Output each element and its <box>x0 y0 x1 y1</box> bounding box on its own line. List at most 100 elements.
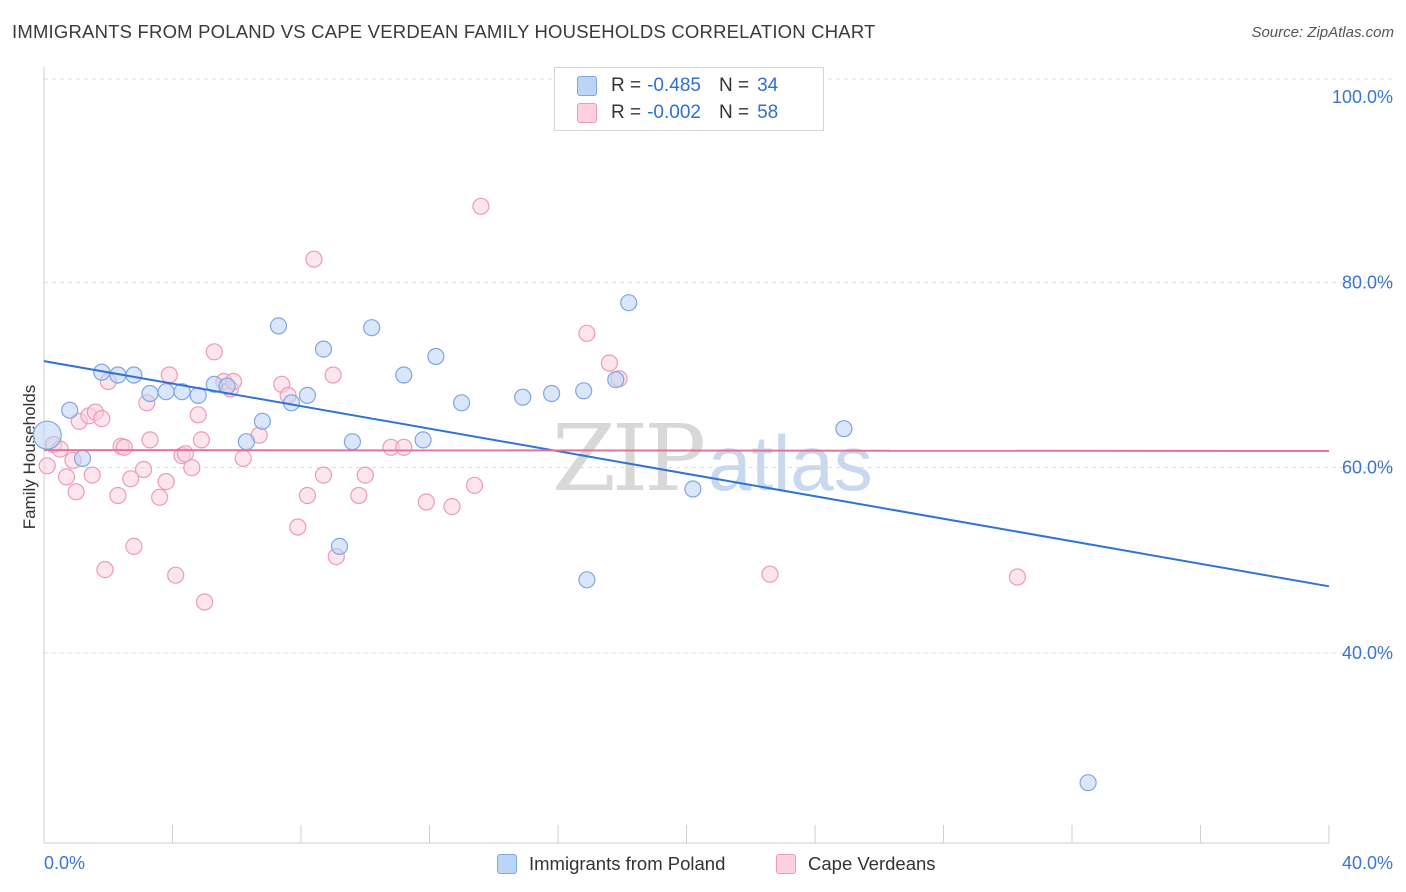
cape-verdean-point <box>761 565 779 583</box>
stat-r-label: R = <box>611 102 642 123</box>
cape-verdean-point <box>234 449 252 467</box>
cape-verdean-point <box>93 410 111 428</box>
poland-point <box>61 401 79 419</box>
poland-point <box>141 384 159 403</box>
axes <box>43 67 1330 844</box>
cape-verdean-point <box>192 431 210 449</box>
cape-verdean-point <box>314 466 333 484</box>
cape-verdean-point <box>83 466 101 484</box>
poland-point <box>363 319 381 337</box>
stat-n-value: 34 <box>757 75 779 96</box>
cape-verdean-point <box>167 566 185 584</box>
cape-verdean-point <box>350 486 368 505</box>
grid-lines <box>44 78 1393 654</box>
stat-row-blue: R = -0.485 N = 34 <box>577 74 778 98</box>
stat-r-value: -0.485 <box>647 75 701 96</box>
cape-verdean-point <box>135 460 153 479</box>
legend-item-poland[interactable]: Immigrants from Poland <box>497 852 725 876</box>
x-tick-label: 0.0% <box>44 853 85 873</box>
stats-box: R = -0.485 N = 34 R = -0.002 N = 58 <box>554 67 824 131</box>
cape-verdean-point <box>443 498 461 516</box>
poland-point <box>395 366 413 384</box>
cape-verdean-point <box>324 366 342 384</box>
stat-n-value: 58 <box>757 102 779 123</box>
cape-verdean-point <box>305 250 323 268</box>
cape-verdean-point <box>395 438 413 456</box>
poland-trend-line <box>43 360 1330 588</box>
poland-point <box>269 317 288 335</box>
cape-verdean-point <box>472 197 490 215</box>
cape-verdean-point <box>578 324 596 342</box>
cape-verdean-point <box>356 466 374 484</box>
pink-swatch <box>577 103 597 123</box>
poland-point <box>330 537 349 556</box>
cape-verdean-point <box>298 486 316 505</box>
poland-point <box>73 449 92 467</box>
cape-verdean-point <box>183 459 201 477</box>
poland-point <box>575 382 593 400</box>
chart-title: IMMIGRANTS FROM POLAND VS CAPE VERDEAN F… <box>12 21 876 42</box>
cape-verdean-point <box>600 354 619 372</box>
poland-point <box>173 383 191 401</box>
watermark-zip: ZIP <box>552 405 703 512</box>
poland-point <box>835 420 853 438</box>
poland-point <box>298 386 316 404</box>
poland-point <box>514 388 532 406</box>
y-tick-label: 100.0% <box>1332 87 1393 107</box>
legend-label-cape-verdeans: Cape Verdeans <box>808 853 936 874</box>
poland-point <box>343 433 361 451</box>
poland-point <box>607 371 625 389</box>
cape-verdean-trend-line <box>43 449 1330 452</box>
legend-label-poland: Immigrants from Poland <box>529 853 726 874</box>
poland-point <box>453 394 471 412</box>
poland-point <box>253 412 271 430</box>
stat-n-label: N = <box>718 75 750 96</box>
poland-point <box>237 433 255 451</box>
poland-point <box>684 480 702 498</box>
cape-verdean-point <box>122 470 140 488</box>
pink-series-points <box>38 197 1027 611</box>
poland-point <box>314 340 333 358</box>
y-tick-label: 60.0% <box>1342 458 1393 478</box>
cape-verdean-point <box>1008 568 1027 586</box>
cape-verdean-point <box>125 537 143 556</box>
legend-swatch-pink <box>776 854 796 874</box>
cape-verdean-point <box>109 486 127 505</box>
tick-labels: 40.0% 60.0% 80.0% 100.0% 0.0% 40.0% <box>44 87 1393 873</box>
poland-point <box>414 431 432 449</box>
cape-verdean-point <box>115 438 133 456</box>
blue-swatch <box>577 76 597 96</box>
stat-r-label: R = <box>611 75 642 96</box>
cape-verdean-point <box>289 518 307 536</box>
poland-point <box>427 347 445 366</box>
cape-verdean-point <box>160 366 178 384</box>
stat-r-value: -0.002 <box>647 102 701 123</box>
cape-verdean-point <box>157 473 175 491</box>
cape-verdean-point <box>196 593 214 611</box>
cape-verdean-point <box>57 468 76 486</box>
legend-swatch-blue <box>497 854 517 874</box>
x-tick-label: 40.0% <box>1342 853 1393 873</box>
y-tick-label: 40.0% <box>1342 643 1393 663</box>
poland-point <box>542 384 561 403</box>
cape-verdean-point <box>465 476 484 494</box>
stat-n-label: N = <box>718 102 750 123</box>
y-tick-label: 80.0% <box>1342 272 1393 292</box>
poland-point <box>157 383 175 401</box>
cape-verdean-point <box>151 488 169 506</box>
cape-verdean-point <box>141 431 159 449</box>
poland-point <box>32 420 62 450</box>
cape-verdean-point <box>67 483 85 501</box>
poland-point <box>620 294 638 312</box>
poland-point <box>1079 774 1097 792</box>
blue-series-points <box>32 294 1097 792</box>
cape-verdean-point <box>38 457 56 475</box>
trend-lines <box>43 360 1330 588</box>
stat-row-pink: R = -0.002 N = 58 <box>577 101 778 125</box>
cape-verdean-point <box>189 406 207 424</box>
cape-verdean-point <box>96 560 114 579</box>
cape-verdean-point <box>205 343 223 361</box>
legend-item-cape-verdeans[interactable]: Cape Verdeans <box>776 852 936 876</box>
cape-verdean-point <box>417 493 435 511</box>
